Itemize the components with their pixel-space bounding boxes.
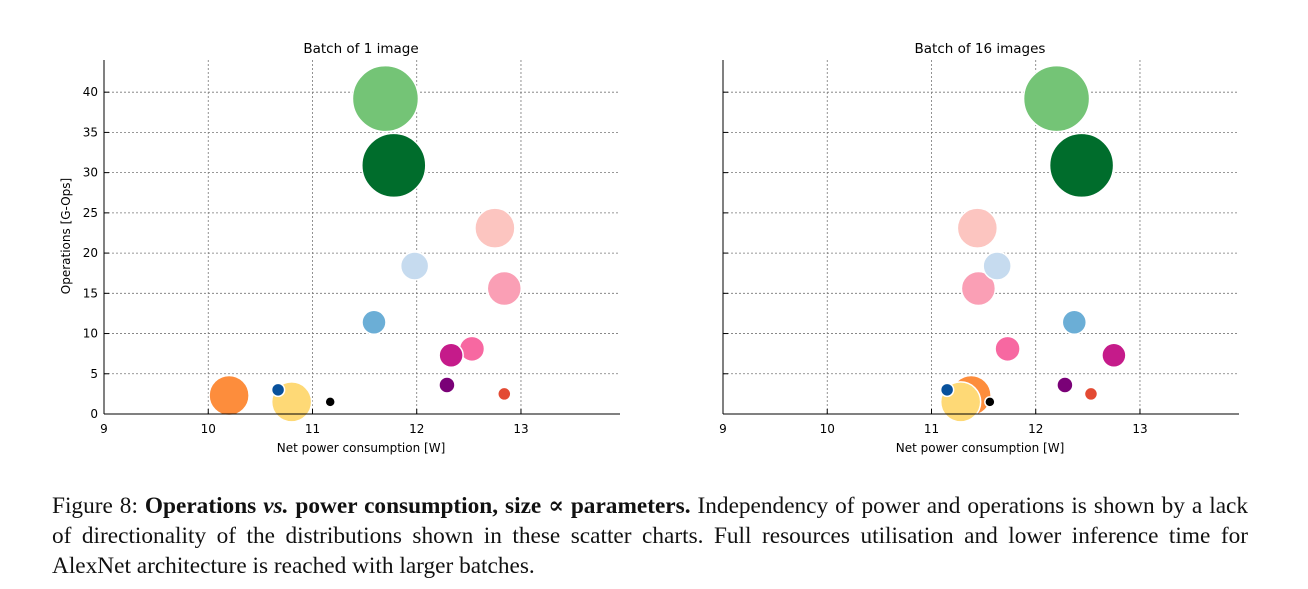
y-tick-label: 20 — [83, 246, 98, 260]
caption-label: Figure 8: — [52, 493, 138, 519]
y-tick-label: 10 — [83, 327, 98, 341]
chart-left-point — [208, 374, 250, 417]
x-tick-label: 10 — [820, 422, 835, 436]
y-tick-label: 25 — [83, 206, 98, 220]
y-tick-label: 15 — [83, 286, 98, 300]
chart-right-point — [956, 207, 999, 249]
chart-right: Batch of 16 images Net power consumption… — [719, 41, 1239, 455]
caption-text: Independency of power and operations is … — [52, 493, 1249, 579]
y-tick-label: 5 — [90, 367, 98, 381]
chart-left-point — [438, 376, 456, 394]
chart-left-point — [351, 64, 420, 133]
chart-right-point — [939, 382, 955, 398]
chart-right-point — [984, 396, 996, 408]
chart-right-point — [1048, 132, 1115, 199]
x-tick-label: 9 — [719, 422, 727, 436]
chart-right-xlabel: Net power consumption [W] — [896, 441, 1065, 455]
chart-left-xlabel: Net power consumption [W] — [277, 441, 446, 455]
y-tick-label: 30 — [83, 166, 98, 180]
y-tick-label: 0 — [90, 407, 98, 421]
chart-right-point — [1061, 309, 1088, 336]
x-tick-label: 11 — [305, 422, 320, 436]
x-tick-label: 13 — [1132, 422, 1147, 436]
figure-caption: Figure 8: Operations vs. power consumpti… — [52, 491, 1248, 581]
chart-left-point — [270, 382, 286, 398]
chart-right-point — [1083, 386, 1099, 402]
chart-left-point — [361, 309, 387, 336]
y-tick-label: 40 — [83, 85, 98, 99]
x-tick-label: 12 — [1028, 422, 1043, 436]
chart-left-ylabel: Operations [G-Ops] — [59, 178, 73, 294]
chart-right-point — [1056, 376, 1074, 394]
chart-right-point — [982, 251, 1012, 281]
figure: Batch of 1 image Net power consumption [… — [59, 41, 1239, 455]
y-tick-label: 35 — [83, 125, 98, 139]
chart-left: Batch of 1 image Net power consumption [… — [59, 41, 620, 455]
x-tick-label: 12 — [409, 422, 424, 436]
chart-left-point — [361, 132, 427, 199]
chart-right-point — [994, 335, 1021, 363]
chart-left-point — [486, 270, 523, 307]
x-tick-label: 10 — [201, 422, 216, 436]
x-tick-label: 13 — [513, 422, 528, 436]
chart-left-point — [497, 386, 512, 402]
chart-right-point — [1022, 64, 1091, 133]
chart-left-point — [399, 251, 430, 281]
chart-left-title: Batch of 1 image — [303, 41, 418, 57]
chart-left-point — [438, 342, 464, 369]
chart-right-title: Batch of 16 images — [915, 41, 1046, 57]
chart-right-point — [960, 270, 997, 307]
chart-left-point — [324, 396, 336, 408]
caption-italic: vs. — [263, 493, 289, 519]
caption-bold-2: power consumption, size ∝ parameters. — [295, 493, 691, 519]
chart-left-point — [474, 207, 516, 249]
x-tick-label: 9 — [100, 422, 108, 436]
x-tick-label: 11 — [924, 422, 939, 436]
caption-bold-1: Operations — [144, 493, 257, 519]
chart-right-point — [1101, 342, 1127, 369]
